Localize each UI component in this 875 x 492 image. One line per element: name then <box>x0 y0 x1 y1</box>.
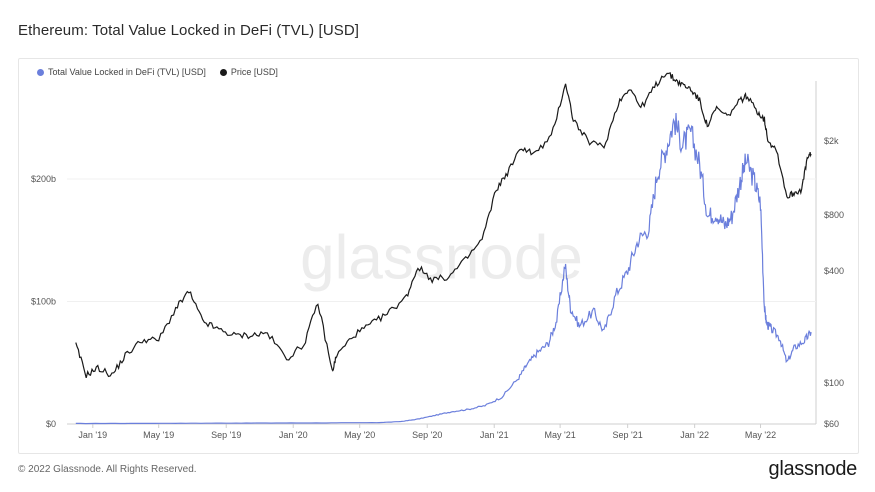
y-left-tick-label: $200b <box>31 174 56 184</box>
legend-item-price[interactable]: Price [USD] <box>219 67 278 77</box>
x-tick-label: May '19 <box>143 430 174 440</box>
legend-label-price: Price [USD] <box>230 67 278 77</box>
y-left-tick-label: $100b <box>31 297 56 307</box>
y-left-tick-label: $0 <box>46 419 56 429</box>
chart-legend: Total Value Locked in DeFi (TVL) [USD] P… <box>37 67 278 77</box>
price-series-line <box>75 72 812 379</box>
tvl-legend-dot <box>37 68 44 76</box>
x-tick-label: Sep '20 <box>412 430 442 440</box>
x-tick-label: May '22 <box>745 430 776 440</box>
x-tick-label: May '21 <box>544 430 575 440</box>
chart-canvas[interactable]: glassnode $0 $100b $200b $60 $100 $400 $800 $2k J… <box>19 59 858 453</box>
x-tick-label: Sep '21 <box>613 430 643 440</box>
glassnode-logo[interactable]: glassnode <box>768 458 858 480</box>
y-right-tick-label: $800 <box>824 210 844 220</box>
x-tick-label: Sep '19 <box>211 430 241 440</box>
x-tick-label: Jan '19 <box>78 430 107 440</box>
y-right-tick-label: $2k <box>824 136 839 146</box>
copyright-text: © 2022 Glassnode. All Rights Reserved. <box>18 464 197 475</box>
legend-label-tvl: Total Value Locked in DeFi (TVL) [USD] <box>48 67 206 77</box>
x-tick-label: Jan '22 <box>680 430 709 440</box>
y-right-tick-label: $60 <box>824 419 839 429</box>
y-right-tick-label: $100 <box>824 378 844 388</box>
x-tick-label: May '20 <box>344 430 375 440</box>
x-tick-label: Jan '20 <box>279 430 308 440</box>
tvl-series-line <box>75 112 812 425</box>
legend-item-tvl[interactable]: Total Value Locked in DeFi (TVL) [USD] <box>37 67 206 77</box>
x-tick-label: Jan '21 <box>480 430 509 440</box>
page-title: Ethereum: Total Value Locked in DeFi (TV… <box>18 22 360 39</box>
y-right-tick-label: $400 <box>824 266 844 276</box>
chart-card: glassnode $0 $100b $200b $60 $100 $400 $800 $2k J… <box>18 58 859 454</box>
watermark: glassnode <box>300 224 583 293</box>
price-legend-dot <box>219 68 227 76</box>
